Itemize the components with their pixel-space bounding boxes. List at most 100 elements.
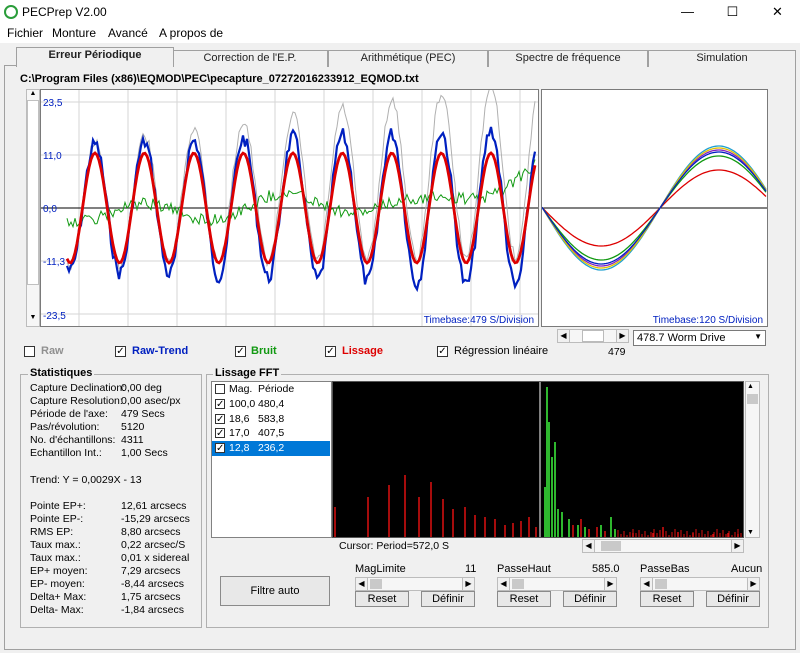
- list-header-checkbox[interactable]: [215, 384, 225, 394]
- stat-label: Pointe EP+:: [30, 500, 86, 512]
- stat-label: EP- moyen:: [30, 578, 85, 590]
- tab-arithmetique[interactable]: Arithmétique (PEC): [328, 50, 488, 67]
- scroll-down-icon[interactable]: ▼: [747, 529, 754, 536]
- arrow-left-icon[interactable]: ◀: [497, 577, 510, 591]
- close-button[interactable]: ✕: [772, 4, 783, 19]
- menu-fichier[interactable]: Fichier: [7, 26, 44, 40]
- raw-series-line: [66, 90, 536, 271]
- stat-label: Delta- Max:: [30, 604, 84, 616]
- list-header-period: Période: [258, 383, 295, 395]
- list-item-checkbox[interactable]: ✓: [215, 399, 225, 410]
- highpass-slider[interactable]: ◀ ▶: [497, 577, 617, 591]
- menu-monture[interactable]: Monture: [52, 26, 97, 40]
- maglimit-define-button[interactable]: Définir: [421, 591, 475, 607]
- fft-vertical-scrollbar[interactable]: ▲ ▼: [745, 381, 760, 538]
- maglimit-value: 11: [465, 563, 477, 575]
- worm-drive-value: 478.7 Worm Drive: [637, 332, 726, 344]
- app-icon: [4, 5, 18, 19]
- stat-value: -8,44 arcsecs: [121, 578, 185, 590]
- scroll-up-icon[interactable]: ▲: [747, 383, 754, 390]
- chevron-down-icon[interactable]: ▼: [754, 332, 762, 341]
- lissage-checkbox[interactable]: ✓: [325, 346, 336, 357]
- menu-a-propos[interactable]: A propos de: [159, 26, 224, 40]
- scroll-up-icon[interactable]: ▲: [29, 90, 37, 97]
- list-item-checkbox[interactable]: ✓: [215, 428, 225, 439]
- list-item-period: 583,8: [258, 412, 285, 425]
- tab-simulation[interactable]: Simulation: [648, 50, 796, 67]
- arrow-right-icon[interactable]: ▶: [616, 329, 629, 343]
- arrow-left-icon[interactable]: ◀: [355, 577, 368, 591]
- fft-horizontal-scrollbar[interactable]: ◀ ▶: [582, 539, 744, 553]
- lowpass-define-button[interactable]: Définir: [706, 591, 760, 607]
- menu-avance[interactable]: Avancé: [108, 26, 148, 40]
- stat-label: Taux max.:: [30, 539, 81, 551]
- fft-list[interactable]: Mag. Période ✓ 100,0 480,4 ✓ 18,6 583,8 ✓ 17,0 4…: [211, 381, 332, 538]
- stat-label: Capture Declination:: [30, 382, 126, 394]
- arrow-right-icon[interactable]: ▶: [604, 577, 617, 591]
- raw-trend-checkbox[interactable]: ✓: [115, 346, 126, 357]
- stat-label: Capture Resolution:: [30, 395, 123, 407]
- scroll-down-icon[interactable]: ▼: [29, 314, 37, 321]
- bruit-label: Bruit: [251, 345, 277, 357]
- tab-spectre[interactable]: Spectre de fréquence: [488, 50, 648, 67]
- arrow-right-icon[interactable]: ▶: [462, 577, 475, 591]
- fft-group: [206, 374, 769, 628]
- stat-value: 1,00 Secs: [121, 447, 168, 459]
- stat-value: 0,00 asec/px: [121, 395, 181, 407]
- fft-spectrum[interactable]: [332, 381, 744, 538]
- raw-label: Raw: [41, 345, 64, 357]
- stat-value: 4311: [121, 434, 144, 446]
- list-item[interactable]: ✓ 12,8 236,2: [212, 440, 330, 456]
- slider-thumb[interactable]: [582, 330, 604, 342]
- side-series-line: [542, 169, 767, 247]
- arrow-right-icon[interactable]: ▶: [731, 539, 744, 553]
- arrow-right-icon[interactable]: ▶: [747, 577, 760, 591]
- highpass-define-button[interactable]: Définir: [563, 591, 617, 607]
- slider-thumb[interactable]: [655, 579, 667, 589]
- lowpass-reset-button[interactable]: Reset: [640, 591, 694, 607]
- tab-correction[interactable]: Correction de l'E.P.: [172, 50, 328, 67]
- arrow-left-icon[interactable]: ◀: [557, 329, 570, 343]
- stat-label: Taux max.:: [30, 552, 81, 564]
- list-item[interactable]: ✓ 17,0 407,5: [212, 426, 330, 441]
- stats-group: [20, 374, 202, 628]
- highpass-reset-button[interactable]: Reset: [497, 591, 551, 607]
- trend-text: Trend: Y = 0,0029X - 13: [30, 474, 142, 486]
- side-plot[interactable]: Timebase:120 S/Division: [541, 89, 768, 327]
- raw-checkbox[interactable]: [24, 346, 35, 357]
- file-path: C:\Program Files (x86)\EQMOD\PEC\pecaptu…: [20, 73, 419, 85]
- tab-erreur-periodique[interactable]: Erreur Périodique: [16, 47, 174, 67]
- stat-label: RMS EP:: [30, 526, 74, 538]
- stat-label: EP+ moyen:: [30, 565, 88, 577]
- lowpass-slider[interactable]: ◀ ▶: [640, 577, 760, 591]
- worm-drive-select[interactable]: 478.7 Worm Drive ▼: [633, 330, 766, 346]
- bruit-checkbox[interactable]: ✓: [235, 346, 246, 357]
- cursor-readout: Cursor: Period=572,0 S: [339, 540, 450, 552]
- stats-title: Statistiques: [28, 367, 95, 379]
- scroll-thumb[interactable]: [601, 541, 621, 551]
- window-title: PECPrep V2.00: [22, 5, 107, 19]
- list-item-checkbox[interactable]: ✓: [215, 413, 225, 425]
- main-plot[interactable]: 23,5 11,0 0,0 -11,3 -23,5 Timebase:479 S…: [40, 89, 539, 327]
- minimize-button[interactable]: —: [681, 4, 694, 19]
- lowpass-label: PasseBas: [640, 563, 690, 575]
- stat-value: 479 Secs: [121, 408, 165, 420]
- list-item-checkbox[interactable]: ✓: [215, 442, 225, 454]
- scroll-thumb[interactable]: [27, 100, 39, 285]
- list-item[interactable]: ✓ 18,6 583,8: [212, 412, 330, 427]
- scroll-thumb[interactable]: [747, 394, 758, 404]
- arrow-left-icon[interactable]: ◀: [640, 577, 653, 591]
- arrow-left-icon[interactable]: ◀: [582, 539, 595, 553]
- slider-thumb[interactable]: [370, 579, 382, 589]
- slider-thumb[interactable]: [512, 579, 524, 589]
- list-item-period: 407,5: [258, 427, 285, 439]
- maglimit-slider[interactable]: ◀ ▶: [355, 577, 475, 591]
- filter-auto-button[interactable]: Filtre auto: [220, 576, 330, 606]
- smooth-series-line: [65, 151, 537, 265]
- regression-checkbox[interactable]: ✓: [437, 346, 448, 357]
- maximize-button[interactable]: ☐: [726, 4, 739, 19]
- vertical-scrollbar[interactable]: ▲ ▼: [26, 89, 40, 327]
- list-item[interactable]: ✓ 100,0 480,4: [212, 397, 330, 412]
- maglimit-reset-button[interactable]: Reset: [355, 591, 409, 607]
- period-slider[interactable]: ◀ ▶: [557, 329, 629, 343]
